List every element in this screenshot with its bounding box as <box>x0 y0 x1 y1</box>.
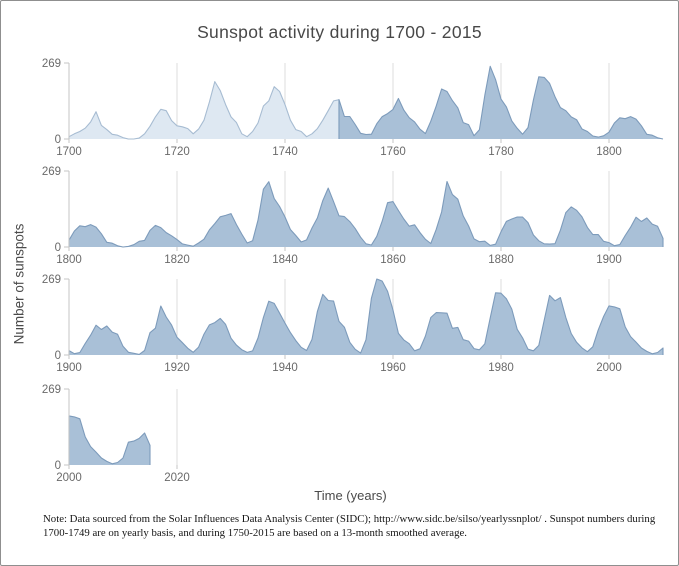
y-axis-title: Number of sunspots <box>11 223 27 345</box>
x-tick-label: 1720 <box>164 146 190 158</box>
y-tick-label: 0 <box>55 350 61 362</box>
x-tick-label: 1920 <box>164 362 190 374</box>
y-tick-label: 269 <box>42 58 61 70</box>
x-tick-label: 1760 <box>380 146 406 158</box>
y-tick-label: 0 <box>55 242 61 254</box>
source-note-line2: 1700-1749 are on yearly basis, and durin… <box>43 527 467 539</box>
source-note-line1: Note: Data sourced from the Solar Influe… <box>43 513 656 525</box>
area-smoothed <box>339 66 663 139</box>
y-tick-label: 0 <box>55 460 61 472</box>
x-tick-label: 1900 <box>56 362 82 374</box>
x-tick-label: 2000 <box>56 472 82 484</box>
line-smoothed <box>68 415 151 465</box>
y-tick-label: 0 <box>55 134 61 146</box>
x-tick-label: 1980 <box>488 362 514 374</box>
line-smoothed <box>68 278 664 355</box>
x-tick-label: 1880 <box>488 254 514 266</box>
x-tick-label: 1740 <box>272 146 298 158</box>
x-tick-label: 1700 <box>56 146 82 158</box>
y-tick-label: 269 <box>42 274 61 286</box>
y-tick-label: 269 <box>42 166 61 178</box>
x-tick-label: 1960 <box>380 362 406 374</box>
area-smoothed <box>69 415 150 465</box>
chart-title: Sunspot activity during 1700 - 2015 <box>197 22 482 42</box>
x-tick-label: 1820 <box>164 254 190 266</box>
x-tick-label: 1800 <box>56 254 82 266</box>
area-yearly <box>69 81 339 139</box>
y-tick-label: 269 <box>42 384 61 396</box>
x-tick-label: 1860 <box>380 254 406 266</box>
x-tick-label: 1940 <box>272 362 298 374</box>
x-axis-title: Time (years) <box>314 488 387 503</box>
x-tick-label: 2000 <box>596 362 622 374</box>
area-smoothed <box>69 181 663 247</box>
area-smoothed <box>69 279 663 355</box>
line-smoothed <box>68 180 664 248</box>
x-tick-label: 1840 <box>272 254 298 266</box>
line-smoothed <box>338 65 664 140</box>
x-tick-label: 1780 <box>488 146 514 158</box>
x-tick-label: 1900 <box>596 254 622 266</box>
line-yearly <box>68 81 340 140</box>
x-tick-label: 2020 <box>164 472 190 484</box>
x-tick-label: 1800 <box>596 146 622 158</box>
